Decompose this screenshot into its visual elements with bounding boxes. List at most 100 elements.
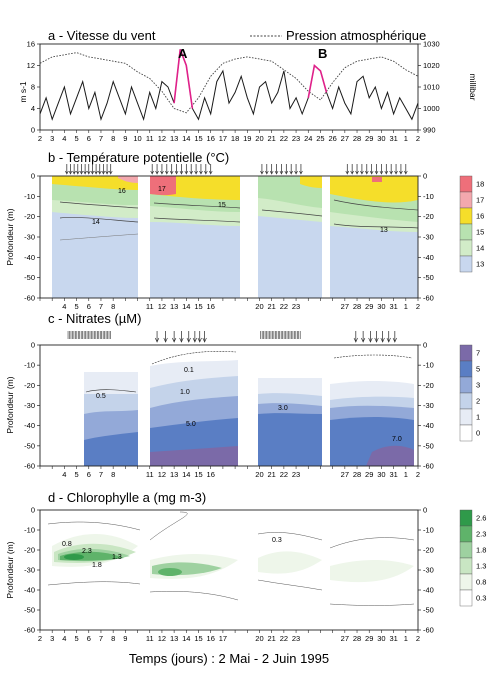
x-tick-label: 2 <box>416 470 420 479</box>
right-tick-label: 1030 <box>423 40 440 49</box>
left-tick-label: 8 <box>31 83 35 92</box>
x-tick-label: 16 <box>207 134 215 143</box>
chl-contour-2.3-label: 2.3 <box>82 548 92 555</box>
left-tick-label: 16 <box>27 40 35 49</box>
profile-arrow <box>284 170 289 175</box>
colorbar-swatch <box>459 207 473 225</box>
right-depth-tick-label: -20 <box>423 381 434 390</box>
panel-b-y-axis: 0 -10 -20 -30 -40 -50 -60 <box>24 172 40 303</box>
x-tick-label: 22 <box>280 302 288 311</box>
x-tick-label: 13 <box>170 302 178 311</box>
colorbar-swatch <box>459 541 473 559</box>
profile-arrow <box>386 337 391 343</box>
depth-tick-label: -10 <box>24 361 35 370</box>
panel-b-ylabel: Profondeur (m) <box>5 208 15 265</box>
temp-contour-16-label: 16 <box>118 188 126 195</box>
profile-arrow <box>361 337 366 343</box>
profile-arrow <box>389 170 393 175</box>
profile-arrow <box>194 170 198 175</box>
right-depth-tick-label: -60 <box>423 294 434 303</box>
x-tick-label: 13 <box>170 134 178 143</box>
wind-event-a-line <box>173 49 194 109</box>
x-tick-label: 11 <box>146 134 154 143</box>
right-depth-tick-label: -50 <box>423 606 434 615</box>
x-tick-label: 19 <box>243 134 251 143</box>
left-tick-label: 4 <box>31 104 35 113</box>
chl-contour-0.8-label: 0.8 <box>62 541 72 548</box>
depth-tick-label: -50 <box>24 606 35 615</box>
right-depth-tick-label: -60 <box>423 462 434 471</box>
colorbar-label: 15 <box>476 228 484 237</box>
chl-contour-1.3-label: 1.3 <box>112 554 122 561</box>
colorbar-label: 7 <box>476 349 480 358</box>
colorbar-swatch <box>459 360 473 378</box>
x-tick-label: 27 <box>341 302 349 311</box>
profile-arrow <box>108 170 113 175</box>
panel-b-section-1 <box>52 176 139 298</box>
profile-arrow <box>192 337 197 343</box>
panel-a-right-axis: 990 1000 1010 1020 1030 <box>418 40 440 135</box>
panel-c-right-axis: 0 -10 -20 -30 -40 -50 -60 <box>418 341 434 471</box>
left-tick-label: 0 <box>31 126 35 135</box>
profile-arrow <box>165 170 169 175</box>
x-tick-label: 21 <box>268 470 276 479</box>
profile-arrow <box>186 337 191 343</box>
x-tick-label: 12 <box>158 302 166 311</box>
colorbar-swatch <box>459 557 473 575</box>
profile-arrow <box>260 170 264 175</box>
depth-tick-label: -40 <box>24 586 35 595</box>
profile-arrow <box>90 170 95 175</box>
x-tick-label: 23 <box>292 634 300 643</box>
profile-arrow <box>379 170 384 175</box>
right-depth-tick-label: -10 <box>423 526 434 535</box>
right-tick-label: 1000 <box>423 104 440 113</box>
profile-arrow <box>68 170 73 175</box>
profile-arrow <box>365 170 369 175</box>
x-tick-label: 6 <box>87 470 91 479</box>
profile-arrow <box>163 337 168 343</box>
profile-arrow <box>179 337 184 343</box>
panel-a-title: a - Vitesse du vent <box>48 28 156 43</box>
colorbar-swatch <box>459 392 473 410</box>
x-tick-label: 2 <box>416 302 420 311</box>
panel-c-title: c - Nitrates (µM) <box>48 311 141 326</box>
x-tick-label: 7 <box>99 470 103 479</box>
depth-tick-label: 0 <box>31 341 35 350</box>
temp-contour-15-label: 15 <box>218 202 226 209</box>
right-depth-tick-label: -50 <box>423 273 434 282</box>
right-depth-tick-label: -10 <box>423 192 434 201</box>
colorbar-label: 18 <box>476 180 484 189</box>
x-tick-label: 8 <box>111 134 115 143</box>
temp-contour-14-label: 14 <box>92 219 100 226</box>
colorbar-label: 14 <box>476 244 484 253</box>
panel-b-title: b - Température potentielle (°C) <box>48 150 229 165</box>
colorbar-label: 2 <box>476 397 480 406</box>
colorbar-swatch <box>459 255 473 273</box>
x-tick-label: 1 <box>404 302 408 311</box>
x-tick-label: 11 <box>146 470 154 479</box>
x-tick-label: 22 <box>280 470 288 479</box>
nitrate-contour-7.0-label: 7.0 <box>392 436 402 443</box>
panel-c-ylabel: Profondeur (m) <box>5 376 15 433</box>
x-tick-label: 30 <box>377 470 385 479</box>
profile-arrow <box>97 170 102 175</box>
panel-d-section-2 <box>149 511 239 601</box>
panel-a-left-unit: m s-1 <box>18 81 28 103</box>
right-depth-tick-label: -40 <box>423 421 434 430</box>
profile-arrow <box>199 170 203 175</box>
x-tick-label: 2 <box>416 634 420 643</box>
x-tick-label: 12 <box>158 470 166 479</box>
x-tick-label: 4 <box>62 470 66 479</box>
right-depth-tick-label: -30 <box>423 233 434 242</box>
depth-tick-label: -60 <box>24 626 35 635</box>
profile-arrow <box>353 337 358 343</box>
profile-arrow <box>179 170 184 175</box>
x-tick-label: 12 <box>158 634 166 643</box>
colorbar-label: 5 <box>476 365 480 374</box>
profile-arrow <box>269 170 274 175</box>
x-tick-label: 14 <box>182 302 190 311</box>
x-tick-label: 1 <box>404 470 408 479</box>
x-tick-label: 4 <box>62 302 66 311</box>
x-tick-label: 1 <box>404 634 408 643</box>
profile-arrow <box>208 170 213 175</box>
